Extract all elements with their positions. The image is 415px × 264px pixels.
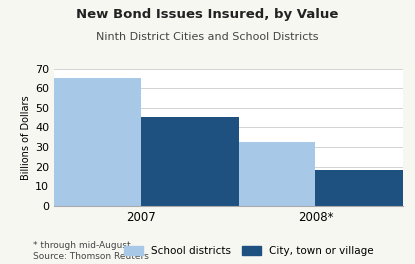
Legend: School districts, City, town or village: School districts, City, town or village	[124, 246, 374, 256]
Bar	[141, 117, 239, 206]
Y-axis label: Billions of Dollars: Billions of Dollars	[21, 95, 31, 180]
Text: * through mid-August
Source: Thomson Reuters: * through mid-August Source: Thomson Reu…	[33, 241, 149, 261]
Text: New Bond Issues Insured, by Value: New Bond Issues Insured, by Value	[76, 8, 339, 21]
Bar	[44, 78, 141, 206]
Text: Ninth District Cities and School Districts: Ninth District Cities and School Distric…	[96, 32, 319, 42]
Bar	[218, 142, 315, 206]
Bar	[315, 170, 413, 206]
